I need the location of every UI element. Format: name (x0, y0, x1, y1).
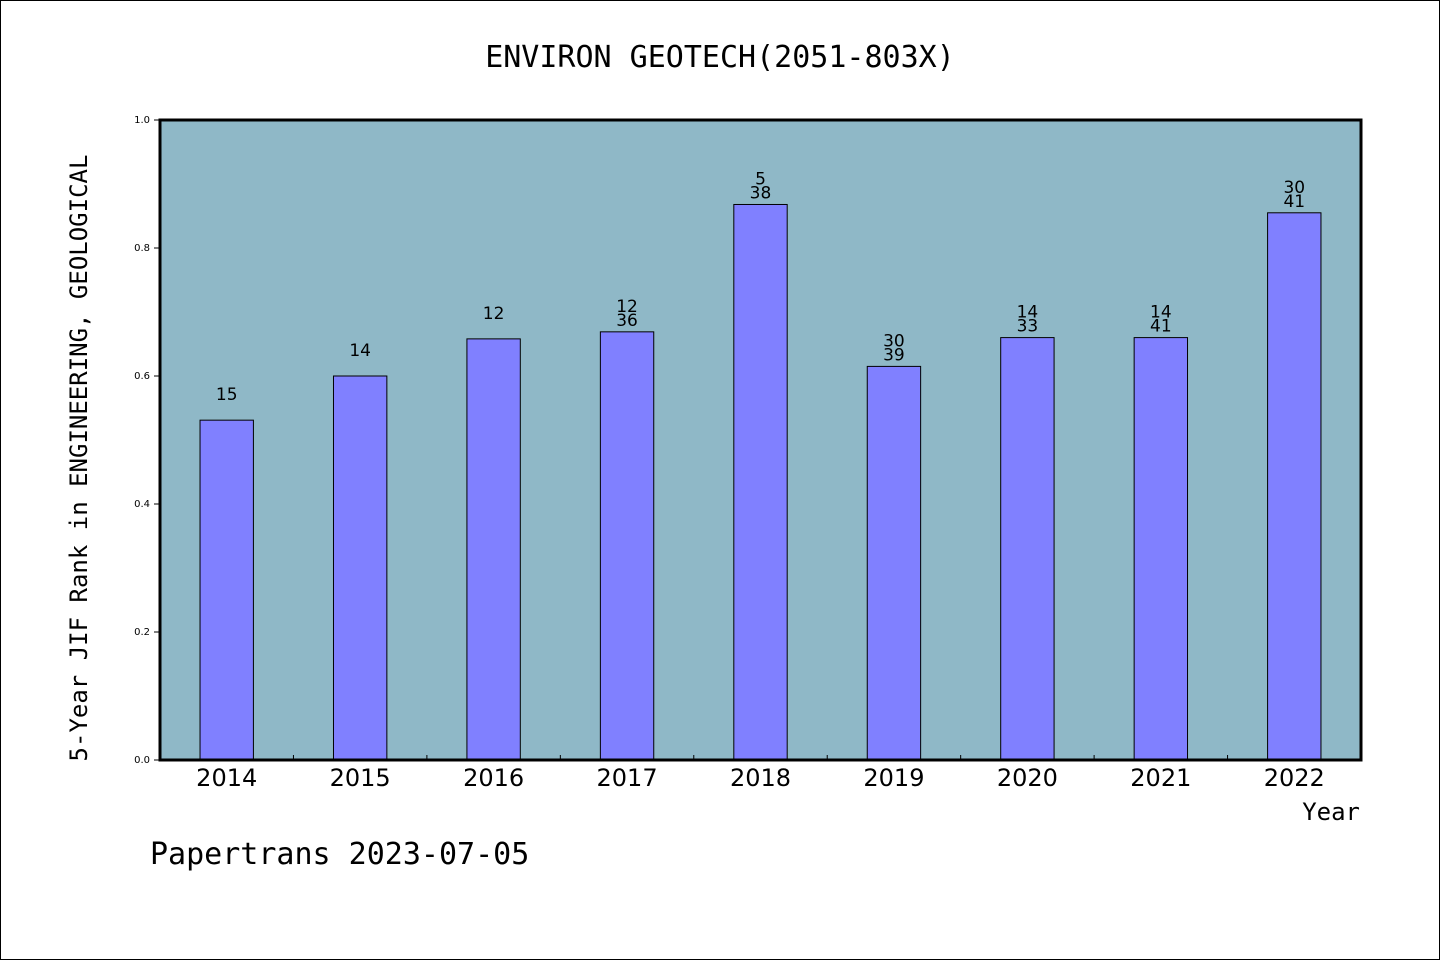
y-tick-label: 0.4 (134, 499, 150, 510)
x-tick-label: 2017 (597, 764, 658, 792)
plot-border (158, 118, 1363, 762)
bar-data-label: 12 (616, 297, 638, 317)
bar (466, 338, 521, 761)
bar-data-label: 39 (883, 345, 905, 365)
y-tick-label: 0.8 (134, 243, 150, 254)
bar-data-label: 41 (1283, 192, 1305, 212)
x-tick-label: 2022 (1264, 764, 1325, 792)
x-tick-label: 2019 (863, 764, 924, 792)
bar (1267, 212, 1322, 761)
y-tick-label: 0.2 (134, 627, 150, 638)
x-axis-label: Year (1302, 798, 1360, 826)
bar-data-label: 38 (750, 183, 772, 203)
bar-data-label: 41 (1150, 317, 1172, 337)
bar (733, 203, 788, 761)
bar-data-label: 14 (1017, 303, 1039, 323)
bar-data-label: 36 (616, 311, 638, 331)
footer-credit: Papertrans 2023-07-05 (150, 837, 529, 872)
bar-data-label: 30 (1283, 178, 1305, 198)
bar-data-label: 30 (883, 331, 905, 351)
bar (599, 331, 655, 761)
x-tick-label: 2015 (330, 764, 391, 792)
bar-data-label: 14 (1150, 303, 1172, 323)
bar (1133, 337, 1189, 761)
bar (332, 375, 388, 761)
x-tick-label: 2014 (196, 764, 257, 792)
bar-data-label: 14 (349, 341, 371, 361)
y-axis-label: 5-Year JIF Rank in ENGINEERING, GEOLOGIC… (65, 155, 93, 762)
bar-data-label: 5 (755, 169, 766, 189)
x-tick-label: 2016 (463, 764, 524, 792)
y-tick-label: 1.0 (134, 115, 150, 126)
bar (1000, 337, 1055, 761)
bar (866, 365, 922, 761)
bar (199, 419, 254, 761)
x-tick-label: 2021 (1130, 764, 1191, 792)
chart-title: ENVIRON GEOTECH(2051-803X) (485, 40, 955, 75)
bar-data-label: 33 (1017, 317, 1039, 337)
x-tick-label: 2020 (997, 764, 1058, 792)
x-tick-label: 2018 (730, 764, 791, 792)
bar-data-label: 12 (483, 304, 505, 324)
plot-area: 0.0 0.2 0.4 0.6 0.8 1.0 2014 15 2015 14 2016 12 2017… (134, 115, 1363, 792)
bar-data-label: 15 (216, 385, 238, 405)
y-tick-label: 0.6 (134, 371, 150, 382)
y-tick-label: 0.0 (134, 755, 150, 766)
